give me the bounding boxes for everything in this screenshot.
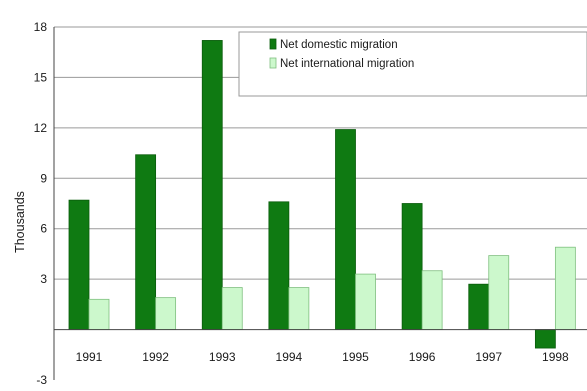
- y-tick-label: 18: [34, 20, 48, 34]
- bar-domestic-1997: [468, 283, 490, 330]
- legend-label-domestic: Net domestic migration: [280, 39, 398, 51]
- x-category-labels: 1991 1992 1993 1994 1995 1996 1997 1998: [76, 350, 569, 364]
- bar-domestic-1993: [201, 40, 223, 330]
- bar-international-1998: [554, 246, 576, 330]
- bar-international-1995: [355, 273, 376, 330]
- y-tick-label: -3: [36, 373, 47, 387]
- x-category-label: 1997: [475, 350, 502, 364]
- x-category-label: 1993: [209, 350, 236, 364]
- y-tick-label: 15: [34, 70, 48, 84]
- x-category-label: 1995: [342, 350, 369, 364]
- legend-swatch-international: [269, 57, 277, 69]
- y-tick-label: 6: [40, 222, 47, 236]
- x-category-label: 1992: [142, 350, 169, 364]
- y-tick-label: 3: [40, 272, 47, 286]
- bar-domestic-1991: [68, 199, 90, 330]
- bar-international-1994: [288, 287, 310, 330]
- bars: [68, 40, 576, 349]
- legend: Net domestic migration Net international …: [238, 31, 587, 97]
- bar-international-1996: [421, 270, 443, 330]
- legend-box: [238, 31, 587, 97]
- y-axis-label: Thousands: [13, 191, 27, 253]
- axes: [53, 27, 587, 380]
- bar-domestic-1998: [534, 329, 556, 349]
- bar-international-1992: [155, 297, 177, 330]
- bar-domestic-1992: [135, 154, 157, 330]
- x-category-label: 1996: [409, 350, 436, 364]
- bar-international-1993: [221, 287, 243, 330]
- bar-domestic-1995: [335, 129, 356, 330]
- y-tick-labels: -3 3 6 9 12 15 18: [34, 20, 48, 387]
- bar-international-1997: [488, 255, 510, 330]
- y-tick-label: 12: [34, 121, 48, 135]
- x-category-label: 1998: [542, 350, 569, 364]
- x-category-label: 1991: [76, 350, 103, 364]
- bar-domestic-1994: [268, 201, 290, 330]
- bar-domestic-1996: [401, 203, 423, 330]
- x-category-label: 1994: [276, 350, 303, 364]
- legend-label-international: Net international migration: [280, 58, 414, 70]
- legend-swatch-domestic: [269, 38, 277, 50]
- y-tick-label: 9: [40, 171, 47, 185]
- bar-international-1991: [88, 298, 110, 330]
